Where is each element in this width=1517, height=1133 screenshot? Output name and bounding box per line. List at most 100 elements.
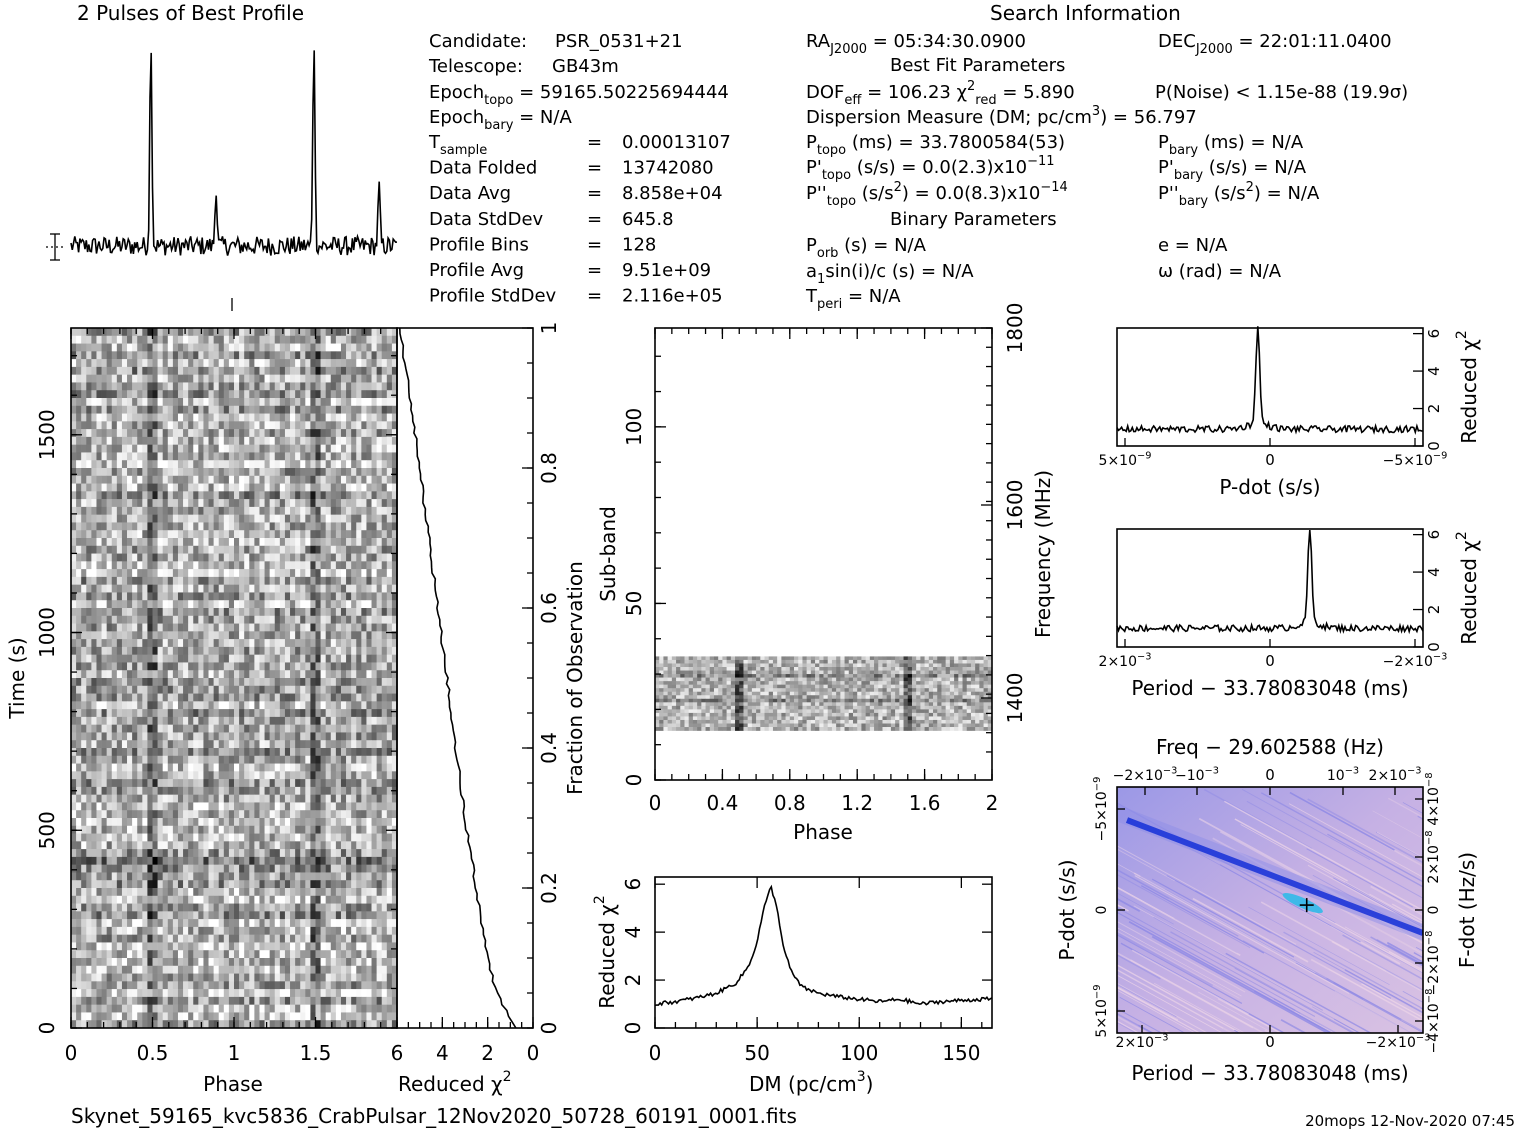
heatmap-cell: [86, 483, 92, 492]
heatmap-cell: [234, 670, 240, 679]
heatmap-cell: [371, 794, 377, 803]
heatmap-cell: [381, 856, 388, 865]
heatmap-cell: [91, 343, 97, 352]
heatmap-cell: [142, 429, 148, 438]
heatmap-cell: [259, 670, 265, 679]
heatmap-cell: [381, 475, 388, 484]
heatmap-cell: [254, 545, 260, 554]
heatmap-cell: [330, 436, 337, 445]
heatmap-cell: [335, 771, 342, 780]
heatmap-cell: [269, 491, 276, 500]
heatmap-cell: [71, 514, 77, 523]
heatmap-cell: [330, 709, 337, 718]
heatmap-cell: [96, 732, 102, 741]
heatmap-cell: [391, 584, 398, 593]
heatmap-cell: [284, 701, 291, 710]
heatmap-cell: [86, 615, 92, 624]
heatmap-cell: [101, 872, 107, 881]
heatmap-cell: [284, 833, 291, 842]
heatmap-cell: [295, 639, 301, 648]
heatmap-cell: [208, 390, 214, 399]
heatmap-cell: [71, 662, 77, 671]
heatmap-cell: [183, 351, 189, 360]
heatmap-cell: [86, 888, 92, 897]
heatmap-cell: [198, 678, 204, 687]
heatmap-cell: [208, 693, 214, 702]
heatmap-cell: [290, 825, 296, 834]
heatmap-cell: [356, 716, 362, 725]
heatmap-cell: [239, 421, 245, 430]
heatmap-cell: [381, 569, 388, 578]
heatmap-cell: [111, 880, 118, 889]
heatmap-cell: [121, 716, 128, 725]
heatmap-cell: [223, 398, 230, 407]
heatmap-cell: [249, 903, 255, 912]
heatmap-cell: [356, 553, 362, 562]
heatmap-cell: [152, 390, 158, 399]
heatmap-cell: [152, 794, 158, 803]
heatmap-cell: [183, 670, 189, 679]
heatmap-cell: [234, 530, 240, 539]
heatmap-cell: [218, 732, 225, 741]
heatmap-cell: [310, 763, 316, 772]
heatmap-cell: [203, 903, 209, 912]
heatmap-cell: [167, 849, 174, 858]
heatmap-cell: [96, 468, 102, 477]
heatmap-cell: [132, 468, 138, 477]
heatmap-cell: [386, 685, 393, 694]
heatmap-cell: [269, 335, 276, 344]
heatmap-cell: [351, 732, 357, 741]
heatmap-cell: [111, 522, 118, 531]
heatmap-cell: [132, 825, 138, 834]
heatmap-cell: [320, 328, 326, 337]
heatmap-cell: [152, 436, 158, 445]
heatmap-cell: [198, 833, 204, 842]
heatmap-cell: [96, 429, 102, 438]
heatmap-cell: [71, 374, 77, 383]
heatmap-cell: [172, 716, 179, 725]
heatmap-cell: [91, 483, 97, 492]
heatmap-cell: [203, 444, 209, 453]
heatmap-cell: [320, 343, 326, 352]
heatmap-cell: [193, 794, 199, 803]
heatmap-cell: [315, 351, 321, 360]
heatmap-cell: [351, 709, 357, 718]
heatmap-cell: [386, 468, 393, 477]
heatmap-cell: [86, 685, 92, 694]
heatmap-cell: [71, 623, 77, 632]
heatmap-cell: [167, 382, 174, 391]
heatmap-cell: [254, 483, 260, 492]
heatmap-cell: [198, 538, 204, 547]
heatmap-cell: [249, 366, 255, 375]
heatmap-cell: [335, 825, 342, 834]
heatmap-cell: [228, 545, 235, 554]
heatmap-cell: [391, 405, 398, 414]
heatmap-cell: [162, 538, 169, 547]
heatmap-cell: [81, 413, 87, 422]
heatmap-cell: [152, 576, 158, 585]
heatmap-cell: [335, 732, 342, 741]
heatmap-cell: [335, 351, 342, 360]
heatmap-cell: [76, 895, 82, 904]
heatmap-cell: [325, 359, 332, 368]
heatmap-cell: [351, 374, 357, 383]
heatmap-cell: [71, 405, 77, 414]
heatmap-cell: [152, 366, 158, 375]
heatmap-cell: [218, 716, 225, 725]
heatmap-cell: [346, 398, 352, 407]
heatmap-cell: [177, 615, 184, 624]
heatmap-cell: [351, 452, 357, 461]
heatmap-cell: [188, 802, 194, 811]
heatmap-cell: [208, 553, 214, 562]
heatmap-cell: [295, 623, 301, 632]
heatmap-cell: [172, 888, 179, 897]
heatmap-cell: [366, 919, 372, 928]
heatmap-cell: [172, 911, 179, 920]
heatmap-cell: [244, 608, 250, 617]
heatmap-cell: [101, 755, 107, 764]
heatmap-cell: [244, 576, 250, 585]
heatmap-cell: [290, 802, 296, 811]
heatmap-cell: [116, 685, 123, 694]
heatmap-cell: [249, 841, 255, 850]
heatmap-cell: [76, 460, 82, 469]
